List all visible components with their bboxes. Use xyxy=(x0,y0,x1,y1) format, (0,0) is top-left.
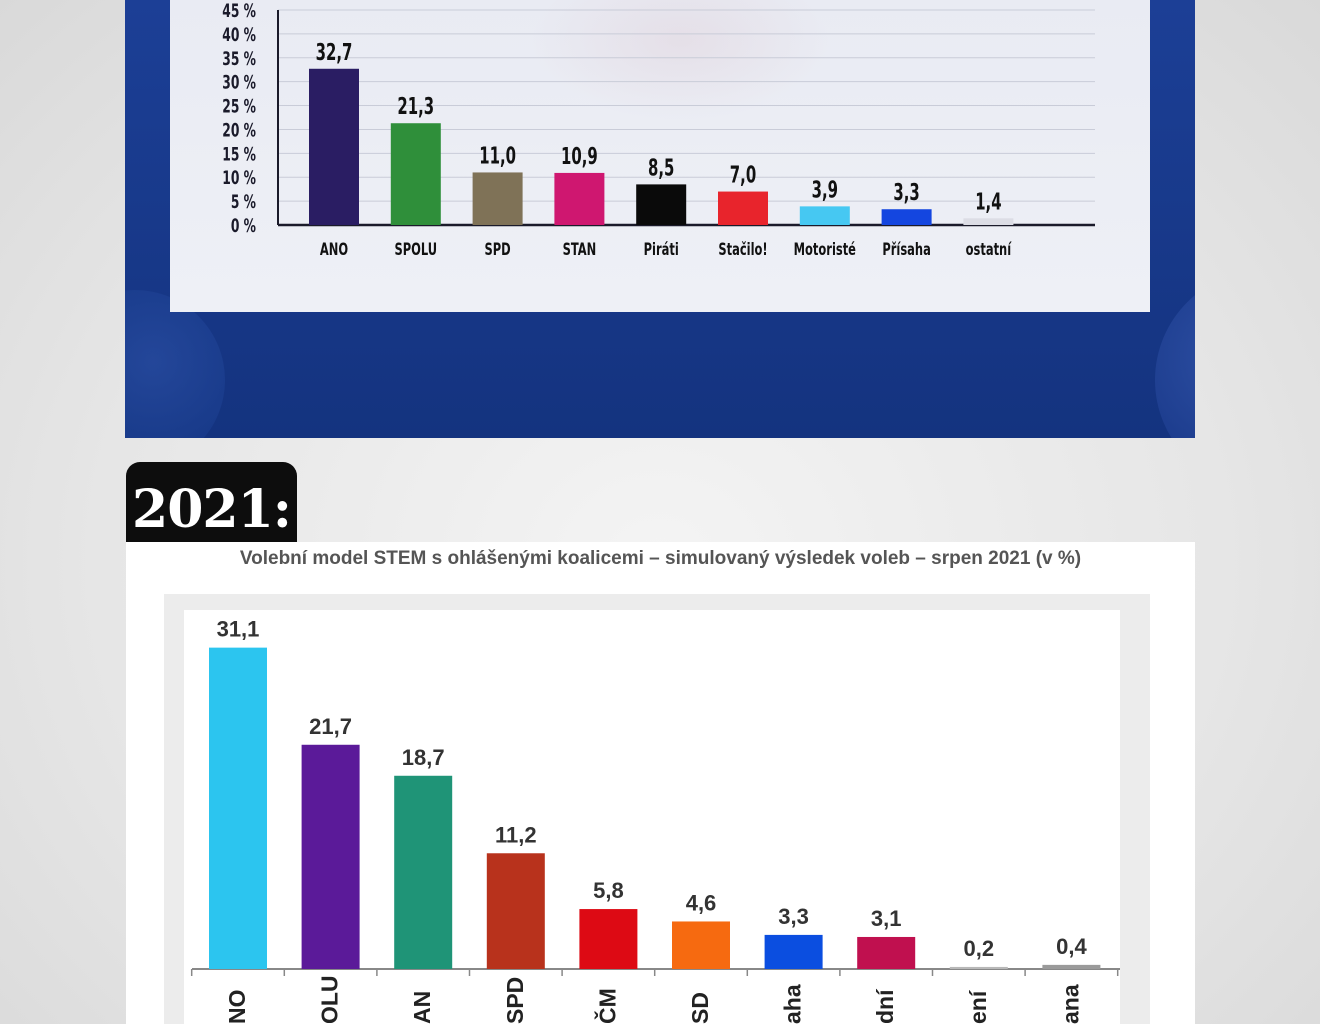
x-tick-label: SPD xyxy=(502,977,528,1024)
x-tick-label: aha xyxy=(780,984,806,1024)
x-tick-label: SPD xyxy=(485,239,511,259)
y-tick-label: 10 % xyxy=(222,167,256,189)
x-tick-label: Piráti xyxy=(644,239,679,259)
bottom-bar-chart: 31,1 NO 21,7 OLU 18,7 AN 11,2 SPD 5,8 ČM 4,6 SD 3,3 a… xyxy=(184,610,1120,1024)
data-label: 7,0 xyxy=(730,161,756,189)
x-tick-label: dní xyxy=(872,988,898,1024)
bar xyxy=(390,123,441,225)
decorative-circle xyxy=(1155,270,1195,438)
bar xyxy=(1042,964,1101,969)
y-tick-label: 0 % xyxy=(231,215,256,237)
bar xyxy=(857,936,916,969)
data-label: 32,7 xyxy=(316,38,353,66)
data-label: 4,6 xyxy=(686,890,717,915)
x-tick-label: OLU xyxy=(317,975,343,1024)
data-label: 21,7 xyxy=(309,714,352,739)
y-tick-label: 15 % xyxy=(222,143,256,165)
bar xyxy=(949,966,1008,969)
bar xyxy=(394,775,453,969)
y-tick-label: 35 % xyxy=(222,48,256,70)
x-tick-label: SD xyxy=(687,992,713,1024)
bar xyxy=(764,934,823,969)
x-tick-label: AN xyxy=(409,991,435,1024)
data-label: 10,9 xyxy=(561,142,598,170)
year-tag: 2021: xyxy=(126,462,297,544)
data-label: 3,3 xyxy=(893,178,919,206)
bar xyxy=(472,172,523,225)
data-label: 1,4 xyxy=(975,188,1001,216)
y-tick-label: 5 % xyxy=(231,191,256,213)
data-label: 3,1 xyxy=(871,906,902,931)
data-label: 11,0 xyxy=(479,142,516,170)
x-tick-label: ostatní xyxy=(966,239,1013,259)
x-tick-label: SPOLU xyxy=(395,239,438,259)
top-chart-card xyxy=(170,0,1150,312)
bar xyxy=(799,206,850,225)
data-label: 11,2 xyxy=(495,822,537,847)
data-label: 3,9 xyxy=(812,176,838,204)
data-label: 0,4 xyxy=(1056,934,1087,959)
bar xyxy=(963,218,1014,225)
bar xyxy=(881,209,932,225)
x-tick-label: STAN xyxy=(563,239,597,259)
x-tick-label: Motoristé xyxy=(794,239,856,259)
bar xyxy=(636,184,687,225)
top-bar-chart: 0 %5 %10 %15 %20 %25 %30 %35 %40 %45 % 32… xyxy=(222,0,1095,260)
data-label: 5,8 xyxy=(593,878,624,903)
y-tick-label: 40 % xyxy=(222,24,256,46)
bar xyxy=(486,853,545,969)
data-label: 3,3 xyxy=(778,904,809,929)
y-tick-label: 25 % xyxy=(222,95,256,117)
x-tick-label: NO xyxy=(224,990,250,1024)
bar xyxy=(672,921,730,969)
bar xyxy=(301,744,360,969)
data-label: 31,1 xyxy=(217,617,260,642)
x-tick-label: ení xyxy=(965,989,991,1024)
bar xyxy=(579,909,638,969)
data-label: 0,2 xyxy=(964,936,995,961)
bar xyxy=(209,647,267,969)
chart-title: Volební model STEM s ohlášenými koalicem… xyxy=(239,548,1082,569)
x-tick-label: ANO xyxy=(320,239,348,259)
bar xyxy=(309,68,359,226)
x-tick-label: ana xyxy=(1057,984,1083,1024)
data-label: 18,7 xyxy=(402,745,445,770)
y-tick-label: 45 % xyxy=(222,0,256,22)
y-tick-label: 30 % xyxy=(222,71,256,93)
x-tick-label: ČM xyxy=(593,988,620,1024)
data-label: 21,3 xyxy=(397,92,434,120)
bar xyxy=(554,172,605,225)
x-tick-label: Přísaha xyxy=(882,239,930,259)
y-tick-label: 20 % xyxy=(222,119,256,141)
data-label: 8,5 xyxy=(648,154,674,182)
decorative-circle xyxy=(125,290,225,438)
x-tick-label: Stačilo! xyxy=(718,239,767,259)
bar xyxy=(718,191,768,225)
